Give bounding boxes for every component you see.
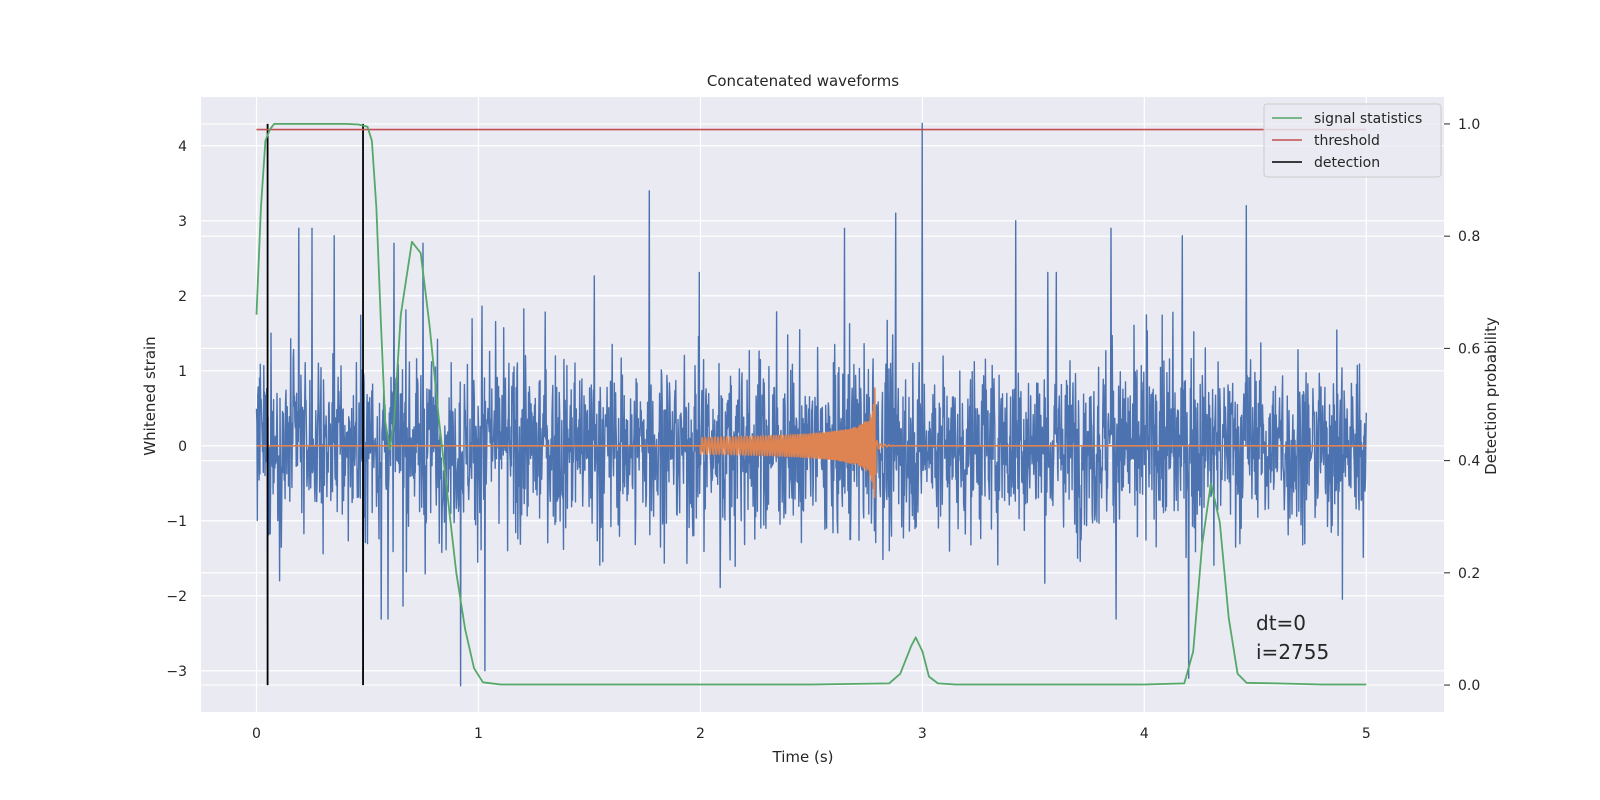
signal-statistics-curve bbox=[255, 123, 1367, 686]
x-tick-label: 0 bbox=[252, 726, 261, 742]
x-ticks: 0 1 2 3 4 5 bbox=[252, 726, 1371, 742]
y-axis-title: Whitened strain bbox=[141, 336, 159, 455]
legend: signal statistics threshold detection bbox=[1263, 103, 1442, 178]
x-tick-label: 3 bbox=[918, 726, 927, 742]
y-tick-label: −2 bbox=[166, 589, 187, 605]
y2-tick-label: 0.4 bbox=[1458, 454, 1480, 470]
legend-box bbox=[1263, 103, 1442, 178]
y2-tick-label: 0.0 bbox=[1458, 678, 1480, 694]
y2-tick-label: 0.2 bbox=[1458, 566, 1480, 582]
y-tick-label: 2 bbox=[178, 289, 187, 305]
x-tick-label: 2 bbox=[696, 726, 705, 742]
y-ticks: −3 −2 −1 0 1 2 3 4 bbox=[166, 139, 187, 680]
chart-title: Concatenated waveforms bbox=[707, 72, 899, 90]
y2-tick-label: 0.6 bbox=[1458, 341, 1480, 357]
y2-tick-label: 0.8 bbox=[1458, 229, 1480, 245]
x-tick-label: 5 bbox=[1362, 726, 1371, 742]
y2-ticks: 0.0 0.2 0.4 0.6 0.8 1.0 bbox=[1444, 117, 1480, 694]
legend-label-threshold: threshold bbox=[1314, 133, 1380, 149]
y-tick-label: 1 bbox=[178, 364, 187, 380]
series-layer bbox=[255, 122, 1367, 687]
y-tick-label: 4 bbox=[178, 139, 187, 155]
annotation-dt: dt=0 bbox=[1256, 611, 1306, 635]
y2-tick-label: 1.0 bbox=[1458, 117, 1480, 133]
x-tick-label: 4 bbox=[1140, 726, 1149, 742]
y2-axis-title: Detection probability bbox=[1482, 317, 1500, 475]
y-tick-label: −3 bbox=[166, 664, 187, 680]
x-tick-label: 1 bbox=[474, 726, 483, 742]
injection-chirp-trace bbox=[256, 387, 1367, 499]
legend-label-signal-statistics: signal statistics bbox=[1314, 111, 1422, 127]
y-tick-label: 0 bbox=[178, 439, 187, 455]
legend-label-detection: detection bbox=[1314, 155, 1380, 171]
annotation-index: i=2755 bbox=[1256, 640, 1329, 664]
x-axis-title: Time (s) bbox=[772, 748, 834, 766]
strain-trace bbox=[255, 122, 1367, 687]
y-tick-label: 3 bbox=[178, 214, 187, 230]
grid-x bbox=[255, 97, 1367, 712]
y-tick-label: −1 bbox=[166, 514, 187, 530]
